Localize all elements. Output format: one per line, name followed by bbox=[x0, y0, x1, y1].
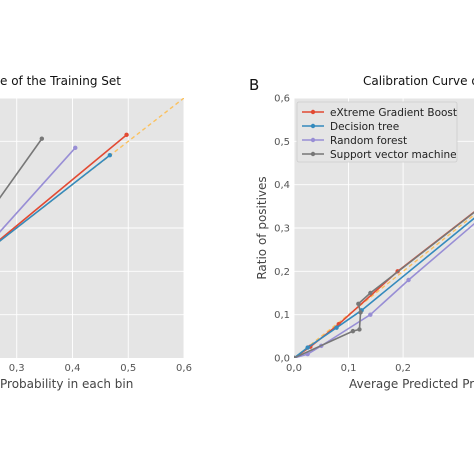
right-y-tick-label: 0,0 bbox=[274, 354, 290, 365]
legend-marker-support-vector-machine bbox=[310, 151, 316, 157]
right-point-support-vector-machine bbox=[357, 327, 362, 332]
right-x-axis-label: Average Predicted Pr bbox=[349, 377, 474, 391]
panel-letter-b: B bbox=[249, 76, 259, 94]
right-x-tick-label: 0,0 bbox=[286, 363, 302, 374]
right-series-random-forest bbox=[294, 222, 474, 358]
left-point-decision-tree bbox=[107, 153, 113, 158]
left-point-support-vector-machine bbox=[39, 136, 45, 141]
right-point-support-vector-machine bbox=[350, 328, 356, 334]
right-point-decision-tree bbox=[334, 325, 339, 330]
right-point-random-forest bbox=[368, 312, 373, 317]
right-point-random-forest bbox=[406, 277, 411, 283]
left-point-random-forest bbox=[73, 145, 78, 151]
right-x-tick-label: 0,2 bbox=[395, 363, 411, 374]
left-series-decision-tree bbox=[0, 154, 111, 242]
right-y-tick-label: 0,5 bbox=[274, 137, 290, 148]
right-y-tick-label: 0,2 bbox=[274, 267, 290, 278]
right-y-tick-label: 0,4 bbox=[274, 180, 290, 191]
right-point-decision-tree bbox=[305, 345, 310, 350]
left-chart-title: e of the Training Set bbox=[0, 74, 121, 88]
legend-marker-extreme-gradient-boost bbox=[310, 109, 316, 115]
left-x-tick-label: 0,4 bbox=[65, 363, 81, 374]
right-point-support-vector-machine bbox=[358, 310, 363, 315]
left-x-tick-label: 0,5 bbox=[120, 363, 136, 374]
right-chart-title: Calibration Curve o bbox=[363, 74, 474, 88]
legend-label-random-forest: Random forest bbox=[330, 135, 407, 147]
right-y-tick-label: 0,1 bbox=[274, 310, 290, 321]
left-series-random-forest bbox=[0, 147, 76, 233]
legend-label-decision-tree: Decision tree bbox=[330, 121, 399, 133]
legend-label-extreme-gradient-boost: eXtreme Gradient Boost bbox=[330, 107, 457, 119]
left-point-extreme-gradient-boost bbox=[124, 132, 129, 138]
left-series-support-vector-machine bbox=[0, 138, 43, 199]
left-x-tick-label: 0,6 bbox=[176, 363, 192, 374]
right-point-support-vector-machine bbox=[368, 290, 373, 296]
legend: eXtreme Gradient Boost Decision tree Rando… bbox=[296, 101, 458, 163]
right-point-support-vector-machine bbox=[294, 355, 297, 358]
right-point-support-vector-machine bbox=[356, 301, 361, 307]
right-y-tick-label: 0,3 bbox=[274, 224, 290, 235]
left-series-extreme-gradient-boost bbox=[0, 134, 128, 241]
right-y-tick-label: 0,6 bbox=[274, 94, 290, 105]
right-y-axis-label: Ratio of positives bbox=[255, 176, 269, 279]
legend-label-support-vector-machine: Support vector machine bbox=[330, 149, 457, 161]
legend-box bbox=[296, 101, 458, 163]
legend-marker-random-forest bbox=[310, 137, 316, 143]
right-x-tick-label: 0,1 bbox=[341, 363, 357, 374]
left-x-axis-label: Probability in each bin bbox=[0, 377, 133, 391]
legend-marker-decision-tree bbox=[310, 123, 316, 129]
left-x-tick-label: 0,3 bbox=[9, 363, 25, 374]
